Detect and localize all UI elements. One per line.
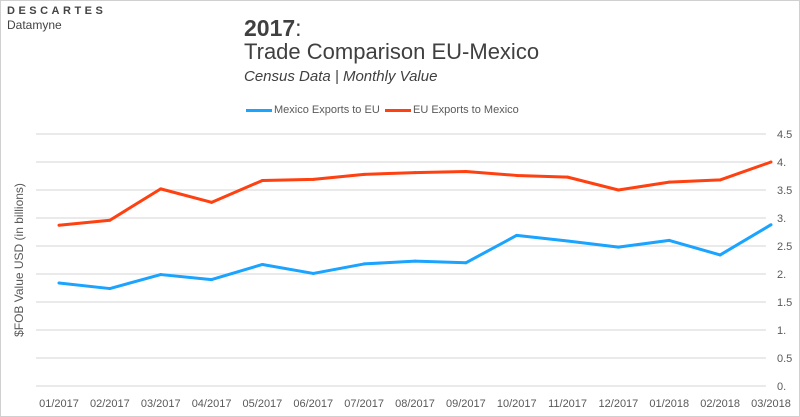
x-tick-label: 05/2017 — [243, 398, 283, 410]
chart-subtitle-2: Census Data | Monthly Value — [244, 68, 438, 85]
data-point — [718, 253, 722, 257]
logo: DESCARTES — [7, 5, 107, 17]
data-point — [311, 177, 315, 181]
legend-item-mexico: Mexico Exports to EU — [246, 104, 380, 116]
chart-subtitle: Trade Comparison EU-Mexico — [244, 39, 540, 64]
y-tick-label: 3. — [777, 213, 786, 225]
data-point — [210, 278, 214, 282]
y-tick-label: 0.5 — [777, 353, 792, 365]
y-tick-label: 2.5 — [777, 241, 792, 253]
data-point — [159, 187, 163, 191]
data-point — [413, 259, 417, 263]
x-tick-label: 02/2017 — [90, 398, 130, 410]
data-point — [57, 223, 61, 227]
data-point — [566, 175, 570, 179]
data-point — [260, 178, 264, 182]
y-tick-label: 1. — [777, 325, 786, 337]
data-point — [616, 188, 620, 192]
legend-item-eu: EU Exports to Mexico — [385, 104, 519, 116]
data-point — [311, 271, 315, 275]
data-point — [515, 173, 519, 177]
data-point — [159, 273, 163, 277]
data-point — [616, 245, 620, 249]
x-tick-label: 08/2017 — [395, 398, 435, 410]
data-point — [413, 171, 417, 175]
x-tick-label: 10/2017 — [497, 398, 537, 410]
data-point — [108, 218, 112, 222]
legend-label: Mexico Exports to EU — [274, 104, 380, 116]
y-tick-label: 4.5 — [777, 129, 792, 141]
data-point — [464, 170, 468, 174]
x-tick-label: 07/2017 — [344, 398, 384, 410]
x-tick-label: 02/2018 — [700, 398, 740, 410]
x-tick-label: 09/2017 — [446, 398, 486, 410]
y-tick-label: 0. — [777, 381, 786, 393]
x-tick-label: 03/2017 — [141, 398, 181, 410]
chart-title: 2017: — [244, 15, 302, 42]
data-point — [210, 200, 214, 204]
data-point — [260, 262, 264, 266]
data-point — [57, 281, 61, 285]
legend-swatch — [385, 108, 411, 112]
data-point — [667, 180, 671, 184]
data-point — [362, 172, 366, 176]
data-point — [718, 178, 722, 182]
legend-label: EU Exports to Mexico — [413, 104, 519, 116]
logo-subtext: Datamyne — [7, 18, 62, 32]
x-tick-label: 12/2017 — [599, 398, 639, 410]
y-tick-label: 3.5 — [777, 185, 792, 197]
y-tick-label: 2. — [777, 269, 786, 281]
data-point — [362, 262, 366, 266]
y-tick-label: 4. — [777, 157, 786, 169]
x-tick-label: 06/2017 — [293, 398, 333, 410]
data-point — [464, 261, 468, 265]
x-tick-label: 01/2017 — [39, 398, 79, 410]
y-tick-label: 1.5 — [777, 297, 792, 309]
x-tick-label: 11/2017 — [548, 398, 587, 410]
x-tick-label: 04/2017 — [192, 398, 232, 410]
data-point — [769, 160, 773, 164]
x-tick-label: 03/2018 — [751, 398, 791, 410]
data-point — [515, 233, 519, 237]
title-year: 2017 — [244, 15, 296, 41]
data-point — [769, 223, 773, 227]
data-point — [566, 239, 570, 243]
title-colon: : — [295, 15, 302, 41]
legend-swatch — [246, 108, 272, 112]
data-point — [667, 238, 671, 242]
series-line-mexico-exports — [58, 223, 772, 291]
x-tick-label: 01/2018 — [649, 398, 689, 410]
data-point — [108, 287, 112, 291]
